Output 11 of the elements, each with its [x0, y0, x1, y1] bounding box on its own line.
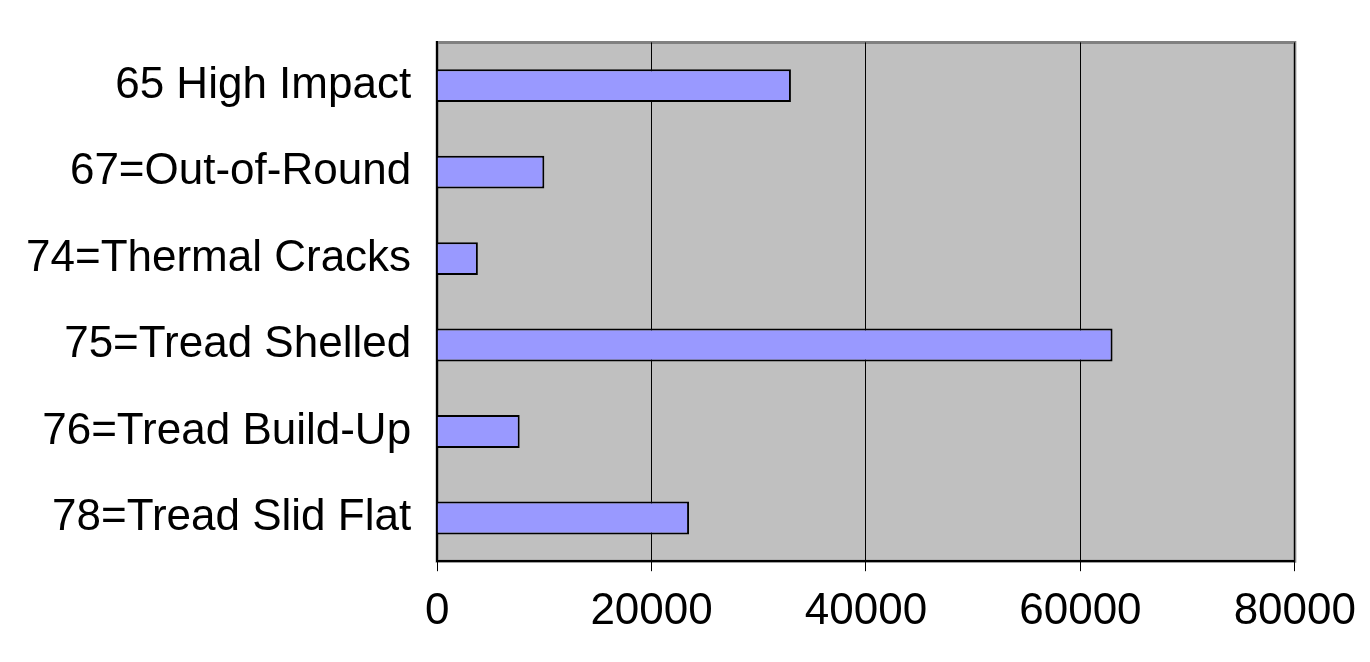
y-tick-label: 78=Tread Slid Flat: [52, 490, 412, 540]
x-tick-label: 0: [424, 583, 450, 633]
y-tick-label: 67=Out-of-Round: [69, 144, 412, 194]
x-tick-label: 40000: [804, 583, 928, 633]
y-tick-label: 75=Tread Shelled: [64, 317, 412, 367]
x-tick-label: 80000: [1233, 583, 1356, 633]
y-tick-label: 65 High Impact: [115, 57, 412, 107]
x-tick-label: 20000: [590, 583, 713, 633]
y-tick-label: 74=Thermal Cracks: [25, 230, 412, 280]
y-tick-label: 76=Tread Build-Up: [42, 403, 412, 453]
x-tick-label: 60000: [1019, 583, 1142, 633]
